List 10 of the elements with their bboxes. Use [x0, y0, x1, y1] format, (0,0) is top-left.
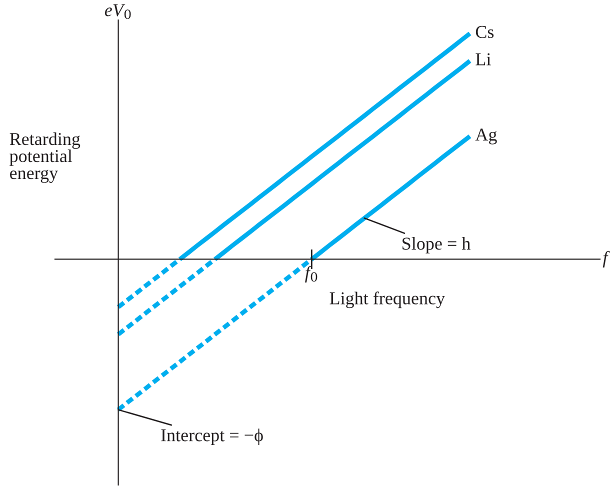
series-label: Cs — [476, 26, 494, 38]
series-label: Ag — [475, 128, 497, 144]
text: Intercept = −ϕ — [161, 428, 263, 446]
text: eV$_{0}$ — [104, 4, 131, 20]
annotation: Slope = h — [402, 237, 470, 254]
x-axis-title: Light frequency — [330, 292, 445, 308]
series-label: Li — [476, 53, 491, 66]
text: f — [602, 250, 610, 268]
y-axis-title: Retarding potential energy — [10, 132, 80, 183]
annotation: f$_{0}$ — [305, 266, 318, 283]
